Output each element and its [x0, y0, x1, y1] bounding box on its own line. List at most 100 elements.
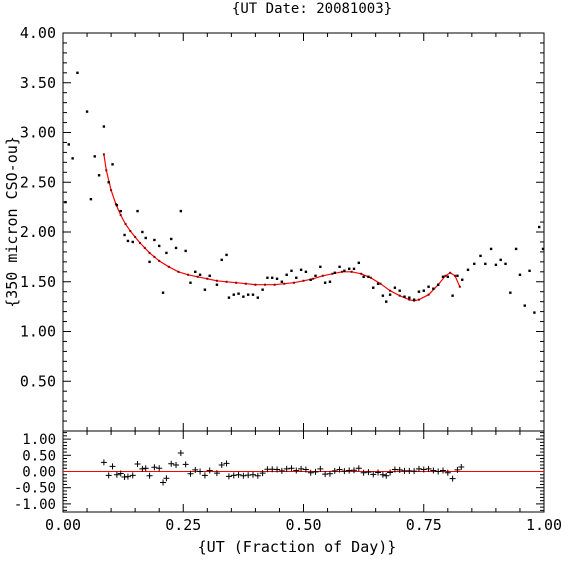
- fit-dot: [102, 153, 105, 156]
- data-point: [528, 269, 531, 273]
- data-point: [381, 294, 385, 297]
- residual-point: [435, 468, 442, 475]
- residual-point: [168, 460, 175, 467]
- residual-point: [365, 469, 372, 476]
- residual-point: [298, 465, 305, 472]
- data-point: [266, 276, 269, 279]
- residual-point: [326, 470, 333, 477]
- residual-point: [206, 467, 213, 474]
- residual-point: [317, 465, 324, 472]
- data-point: [456, 274, 459, 277]
- data-point: [251, 293, 255, 296]
- data-point: [179, 209, 183, 213]
- fit-dot: [119, 214, 122, 217]
- fit-dot: [302, 279, 305, 282]
- data-point: [64, 200, 67, 204]
- data-point: [203, 288, 207, 291]
- fit-dot: [206, 277, 209, 280]
- data-point: [225, 253, 228, 257]
- data-point: [441, 275, 445, 278]
- fit-dot: [244, 282, 247, 285]
- fit-dot: [398, 294, 401, 297]
- data-point: [115, 203, 119, 207]
- residual-point: [341, 468, 348, 475]
- data-point: [466, 268, 470, 272]
- data-point: [504, 262, 507, 266]
- fit-dot: [196, 275, 199, 278]
- data-point: [461, 278, 464, 281]
- residual-point: [249, 471, 256, 478]
- data-point: [144, 236, 147, 240]
- residual-point: [187, 470, 194, 477]
- data-point: [473, 262, 476, 266]
- residual-point: [379, 471, 386, 478]
- data-point: [408, 296, 411, 299]
- data-point: [174, 246, 178, 250]
- data-point: [499, 258, 502, 262]
- residual-axis-ticks: 1.000.500.00-0.50-1.00: [14, 432, 544, 513]
- data-point: [537, 225, 541, 229]
- fit-dot: [273, 283, 276, 286]
- residual-point: [449, 475, 456, 482]
- fit-dot: [449, 271, 452, 274]
- data-point: [271, 276, 274, 279]
- x-tick-label: 0.75: [406, 516, 442, 534]
- x-axis-title: {UT (Fraction of Day)}: [198, 538, 397, 556]
- main-axis-ticks: 0.50 1.00 1.50 2.00 2.50 3.00 3.50 4.00: [20, 24, 544, 422]
- data-point: [385, 300, 388, 303]
- data-point: [198, 273, 202, 276]
- x-tick-label: 0.00: [45, 516, 81, 534]
- data-point: [523, 304, 526, 307]
- data-point: [323, 281, 327, 284]
- residual-point: [230, 472, 237, 479]
- data-point: [67, 143, 70, 146]
- residual-point: [454, 466, 461, 473]
- fit-dot: [458, 285, 461, 288]
- y-tick-label: 2.00: [20, 223, 56, 241]
- residual-point: [420, 466, 427, 473]
- residual-point: [336, 466, 343, 473]
- residual-point: [223, 460, 230, 467]
- data-point: [403, 295, 406, 298]
- y-tick-label: 0.50: [20, 372, 56, 390]
- data-point: [275, 277, 279, 280]
- residual-point: [375, 469, 382, 476]
- y-tick-label: 3.50: [20, 74, 56, 92]
- data-point: [533, 311, 536, 314]
- fit-dot: [134, 235, 137, 238]
- residual-point: [177, 450, 184, 457]
- residual-point: [331, 467, 338, 474]
- data-point: [136, 209, 139, 213]
- data-point: [161, 291, 165, 294]
- data-point: [184, 249, 187, 253]
- fit-dot: [454, 274, 457, 277]
- residual-point: [100, 459, 107, 466]
- y-tick-label: 3.00: [20, 124, 56, 142]
- fit-curve-dots: [102, 153, 461, 302]
- residual-point: [293, 467, 300, 474]
- residual-point: [105, 472, 112, 479]
- residual-point: [163, 475, 170, 482]
- residual-tick-label: -1.00: [14, 497, 56, 513]
- residual-point: [151, 464, 158, 471]
- x-tick-label: 1.00: [526, 516, 562, 534]
- fit-dot: [129, 230, 132, 233]
- data-point: [148, 260, 151, 264]
- fit-dot: [153, 255, 156, 258]
- data-points: [64, 71, 545, 314]
- residual-point: [254, 472, 261, 479]
- data-point: [71, 157, 74, 160]
- data-point: [76, 71, 79, 74]
- data-point: [232, 293, 235, 296]
- data-point: [215, 283, 219, 286]
- data-point: [208, 274, 211, 277]
- data-point: [541, 247, 545, 251]
- residual-point: [201, 472, 208, 479]
- data-point: [158, 244, 161, 248]
- y-tick-label: 1.00: [20, 323, 56, 341]
- fit-dot: [110, 189, 113, 192]
- residual-point: [213, 470, 220, 477]
- residual-points: [100, 450, 465, 486]
- data-point: [141, 230, 144, 234]
- residual-point: [312, 468, 319, 475]
